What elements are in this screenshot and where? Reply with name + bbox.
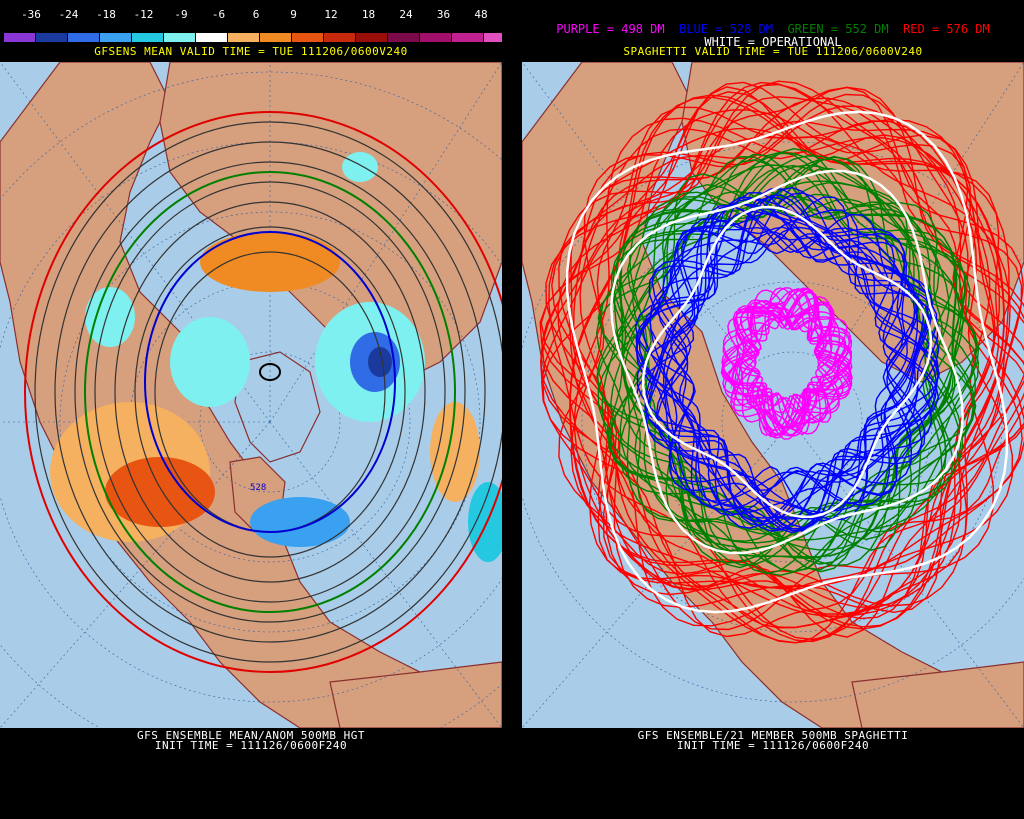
ensemble-member-contour <box>644 213 936 532</box>
low-center-contour <box>259 363 281 381</box>
scale-color-swatch <box>132 33 164 42</box>
south-america-landmass <box>851 661 1024 728</box>
scale-color-swatch <box>356 33 388 42</box>
legend-entry: BLUE = 528 DM <box>679 22 788 36</box>
scale-tick-label: 6 <box>252 8 260 21</box>
scale-color-swatch <box>228 33 260 42</box>
scale-color-swatch <box>68 33 100 42</box>
spaghetti-footer-title: GFS ENSEMBLE/21 MEMBER 500MB SPAGHETTI <box>637 729 909 742</box>
scale-color-swatch <box>36 33 68 42</box>
mean-footer-title: GFS ENSEMBLE MEAN/ANOM 500MB HGT <box>137 729 365 742</box>
ensemble-member-contour <box>569 94 1005 630</box>
scale-tick-label: 36 <box>436 8 451 21</box>
legend-entry: PURPLE = 498 DM <box>556 22 680 36</box>
scale-color-swatch <box>196 33 228 42</box>
spaghetti-contours <box>539 80 1024 644</box>
ensemble-member-contour <box>601 155 947 541</box>
ensemble-member-contour <box>539 80 1024 644</box>
ensemble-member-contour <box>721 287 840 425</box>
scale-tick-label: -24 <box>58 8 79 21</box>
spaghetti-map <box>522 62 1024 728</box>
core-negative-anomaly-east <box>368 347 392 377</box>
ensemble-member-contour <box>610 155 964 569</box>
negative-anomaly-north <box>342 152 378 182</box>
scale-tick-label: 12 <box>324 8 338 21</box>
ensemble-member-contour <box>665 203 940 511</box>
operational-contour <box>610 169 964 555</box>
legend-entry: GREEN = 552 DM <box>787 22 904 36</box>
scale-color-swatch <box>324 33 356 42</box>
spaghetti-valid-time: SPAGHETTI VALID TIME = TUE 111206/0600V2… <box>623 45 923 58</box>
scale-tick-label: 24 <box>399 8 413 21</box>
scale-color-swatch <box>452 33 484 42</box>
ensemble-member-contour <box>735 302 853 438</box>
ensemble-member-contour <box>624 152 976 535</box>
ensemble-member-contour <box>558 106 1000 617</box>
scale-color-swatch <box>420 33 452 42</box>
ensemble-member-contour <box>720 299 850 429</box>
ensemble-member-contour <box>572 105 1014 609</box>
spaghetti-panel: PURPLE = 498 DM BLUE = 528 DM GREEN = 55… <box>522 0 1024 819</box>
negative-anomaly-south <box>250 497 350 547</box>
scale-tick-label: 9 <box>290 8 297 21</box>
scale-color-swatch <box>4 33 36 42</box>
ensemble-mean-map: 528 <box>0 62 502 728</box>
positive-anomaly-north <box>200 232 340 292</box>
contour-label: 528 <box>250 483 266 493</box>
scale-color-bar <box>4 33 502 42</box>
spaghetti-legend: PURPLE = 498 DM BLUE = 528 DM GREEN = 55… <box>522 22 1024 36</box>
ensemble-member-contour <box>649 230 934 534</box>
ensemble-member-contour <box>557 91 1024 620</box>
ensemble-mean-panel: -36 -24 -18 -12 -9 -6 6 9 12 18 24 36 48 GFSENS MEAN… <box>0 0 502 819</box>
ensemble-member-contour <box>579 120 995 590</box>
scale-tick-label: 18 <box>361 8 376 21</box>
ensemble-member-contour <box>734 305 850 437</box>
ensemble-member-contour <box>662 198 938 502</box>
scale-tick-label: -9 <box>174 8 188 21</box>
south-america-landmass <box>329 661 502 728</box>
ensemble-member-contour <box>551 93 1023 631</box>
ensemble-member-contour <box>558 128 1010 644</box>
spaghetti-footer-init: INIT TIME = 111126/0600F240 <box>676 739 870 752</box>
scale-tick-label: -6 <box>211 8 226 21</box>
contour-552dm <box>84 171 456 613</box>
panel-divider <box>502 0 522 819</box>
scale-color-swatch <box>164 33 196 42</box>
strong-positive-anomaly-west <box>105 457 215 527</box>
operational-contour <box>565 110 1009 614</box>
anomaly-color-scale: -36 -24 -18 -12 -9 -6 6 9 12 18 24 36 48 <box>4 8 502 42</box>
ensemble-member-contour <box>570 96 1023 614</box>
ensemble-member-contour <box>730 291 852 431</box>
ensemble-member-contour <box>570 86 1024 618</box>
scale-color-swatch <box>484 33 502 42</box>
legend-entry: RED = 576 DM <box>903 22 990 36</box>
ensemble-member-contour <box>649 188 919 517</box>
scale-color-swatch <box>100 33 132 42</box>
scale-tick-label: -12 <box>133 8 154 21</box>
scale-tick-label: -36 <box>21 8 41 21</box>
negative-anomaly-center <box>170 317 250 407</box>
scale-tick-label: 48 <box>474 8 488 21</box>
ensemble-member-contour <box>548 118 996 629</box>
operational-label: WHITE = OPERATIONAL <box>704 35 842 49</box>
scale-color-swatch <box>292 33 324 42</box>
ensemble-member-contour <box>644 204 933 527</box>
ensemble-member-contour <box>722 303 853 428</box>
scale-tick-label: -18 <box>96 8 116 21</box>
mean-footer-init: INIT TIME = 111126/0600F240 <box>154 739 348 752</box>
ensemble-member-contour <box>596 173 978 551</box>
operational-contour <box>641 205 933 519</box>
contour-528dm <box>144 231 396 533</box>
height-contours <box>34 121 502 663</box>
mean-valid-time: GFSENS MEAN VALID TIME = TUE 111206/0600… <box>94 45 408 58</box>
contour-576dm <box>24 111 502 673</box>
scale-color-swatch <box>388 33 420 42</box>
scale-color-swatch <box>260 33 292 42</box>
ensemble-member-contour <box>727 310 848 440</box>
greenland-landmass <box>234 351 321 463</box>
